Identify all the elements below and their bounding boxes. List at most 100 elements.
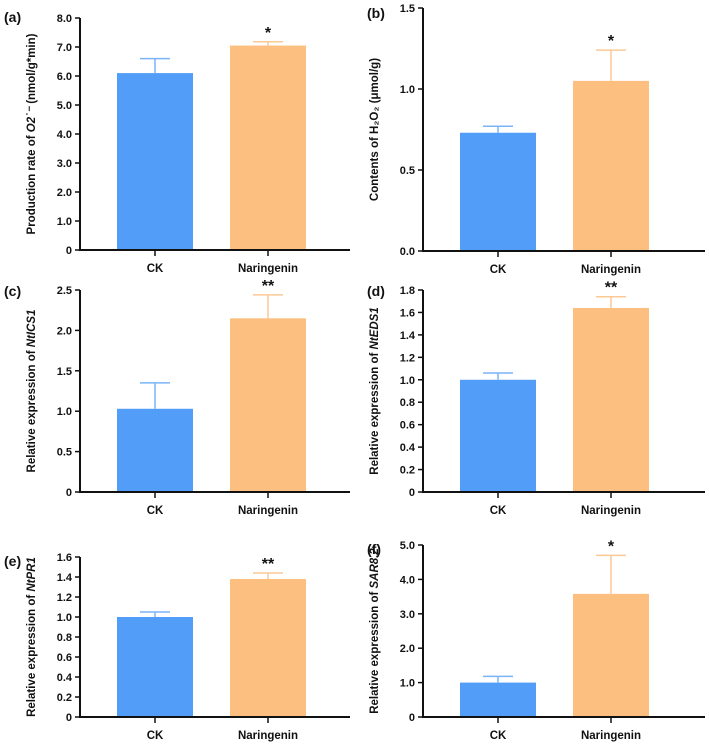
y-tick-label: 0.8 [400,397,415,409]
y-tick-label: 3.0 [400,609,415,621]
x-tick-label: CK [147,505,164,517]
y-axis-label: Relative expression of SAR8.2 [369,548,381,714]
panel-d: (d) CK ** Naringenin 0 0.2 0.4 0.6 0.8 1.0 1.2 1.4 1… [367,280,705,517]
y-axis-label: Relative expression of NtEDS1 [369,307,381,474]
y-axis-label: Relative expression of NtPR1 [26,557,38,717]
y-tick-label: 0 [66,245,72,257]
panel-label: (d) [367,283,385,299]
y-tick-label: 0 [409,712,415,724]
y-tick-label: 2.0 [400,643,415,655]
bar-ck [117,617,193,717]
y-tick-label: 0.2 [400,465,415,477]
significance-mark: * [608,33,615,50]
bar-naringenin [573,80,649,252]
bar-ck [460,132,536,251]
y-tick-label: 1.5 [400,3,415,15]
y-axis-label: Contents of H₂O₂ (μmol/g) [369,58,381,201]
y-axis-label: Relative expression of NtICS1 [26,310,38,473]
y-label-italic: NtPR1 [26,557,38,592]
y-tick-label: 2.0 [57,325,72,337]
y-tick-label: 1.0 [57,216,72,228]
y-tick-label: 1.5 [57,366,72,378]
y-tick-label: 0 [66,487,72,499]
y-label-italic: NtICS1 [26,310,38,348]
y-label-text: Relative expression of [26,592,38,717]
significance-mark: * [608,538,615,555]
x-tick-label: CK [490,730,507,742]
y-tick-label: 4.0 [400,574,415,586]
bar-naringenin [230,579,306,717]
y-tick-label: 5.0 [400,540,415,552]
y-label-text: Relative expression of [369,349,381,474]
bar-naringenin [230,318,306,492]
y-tick-label: 1.0 [57,612,72,624]
y-tick-label: 1.2 [57,592,72,604]
x-tick-label: Naringenin [581,730,641,742]
y-tick-label: 0.4 [57,672,73,684]
x-tick-label: CK [147,263,164,275]
significance-mark: * [265,25,272,42]
y-label-italic: O2˙⁻ [26,105,38,132]
bar-ck [117,73,193,250]
x-tick-label: Naringenin [238,730,298,742]
y-tick-label: 1.6 [400,307,415,319]
y-label-text: Contents of H₂O₂ (μmol/g) [369,58,381,201]
y-tick-label: 2.0 [57,187,72,199]
y-tick-label: 8.0 [57,13,72,25]
y-tick-label: 1.0 [400,84,415,96]
y-tick-label: 4.0 [57,129,72,141]
y-tick-label: 0.5 [57,447,72,459]
significance-mark: ** [262,278,275,295]
panel-c: (c) CK ** Naringenin 0 0.5 1.0 1.5 2.0 2.5 Relativ… [4,278,350,517]
x-tick-label: CK [147,730,164,742]
significance-mark: ** [605,280,618,297]
x-tick-label: Naringenin [238,263,298,275]
y-tick-label: 1.4 [57,572,73,584]
x-tick-label: CK [490,505,507,517]
y-tick-label: 6.0 [57,71,72,83]
y-tick-label: 5.0 [57,100,72,112]
x-tick-label: Naringenin [238,505,298,517]
y-tick-label: 0.6 [57,652,72,664]
y-label-text: Relative expression of [26,347,38,472]
y-label-text: Production rate of [26,132,38,234]
panel-b: (b) CK * Naringenin 0.0 0.5 1.0 1.5 Contents of … [367,3,705,276]
y-tick-label: 0.0 [400,246,415,258]
bar-naringenin [573,593,649,717]
panel-f: (f) CK * Naringenin 0 1.0 2.0 3.0 4.0 5.0 Relative… [367,538,705,742]
bar-ck [460,379,536,492]
y-tick-label: 0.2 [57,692,72,704]
panel-label: (a) [4,9,21,25]
panel-e: (e) CK ** Naringenin 0 0.2 0.4 0.6 0.8 1.0 1.2 1.4 1… [4,552,350,742]
bar-ck [460,682,536,717]
x-tick-label: CK [490,264,507,276]
y-tick-label: 3.0 [57,158,72,170]
y-tick-label: 0 [66,712,72,724]
panel-label: (f) [367,541,381,557]
y-label-units: (nmol/g*min) [26,33,38,107]
y-tick-label: 1.0 [400,678,415,690]
bar-naringenin [573,307,649,492]
y-tick-label: 7.0 [57,42,72,54]
panel-label: (b) [367,5,385,21]
x-tick-label: Naringenin [581,505,641,517]
y-tick-label: 0 [409,487,415,499]
y-tick-label: 1.0 [400,375,415,387]
y-tick-label: 1.4 [400,330,416,342]
y-tick-label: 1.2 [400,352,415,364]
y-axis-label: Production rate of O2˙⁻ (nmol/g*min) [26,33,38,234]
bar-ck [117,408,193,492]
x-tick-label: Naringenin [581,264,641,276]
y-tick-label: 2.5 [57,285,72,297]
y-label-italic: NtEDS1 [369,307,381,349]
y-label-text: Relative expression of [369,589,381,714]
y-tick-label: 0.5 [400,165,415,177]
bar-naringenin [230,45,306,250]
y-tick-label: 1.6 [57,552,72,564]
y-tick-label: 0.8 [57,632,72,644]
y-tick-label: 0.6 [400,420,415,432]
y-tick-label: 0.4 [400,442,416,454]
y-tick-label: 1.0 [57,406,72,418]
panel-label: (e) [4,553,21,569]
